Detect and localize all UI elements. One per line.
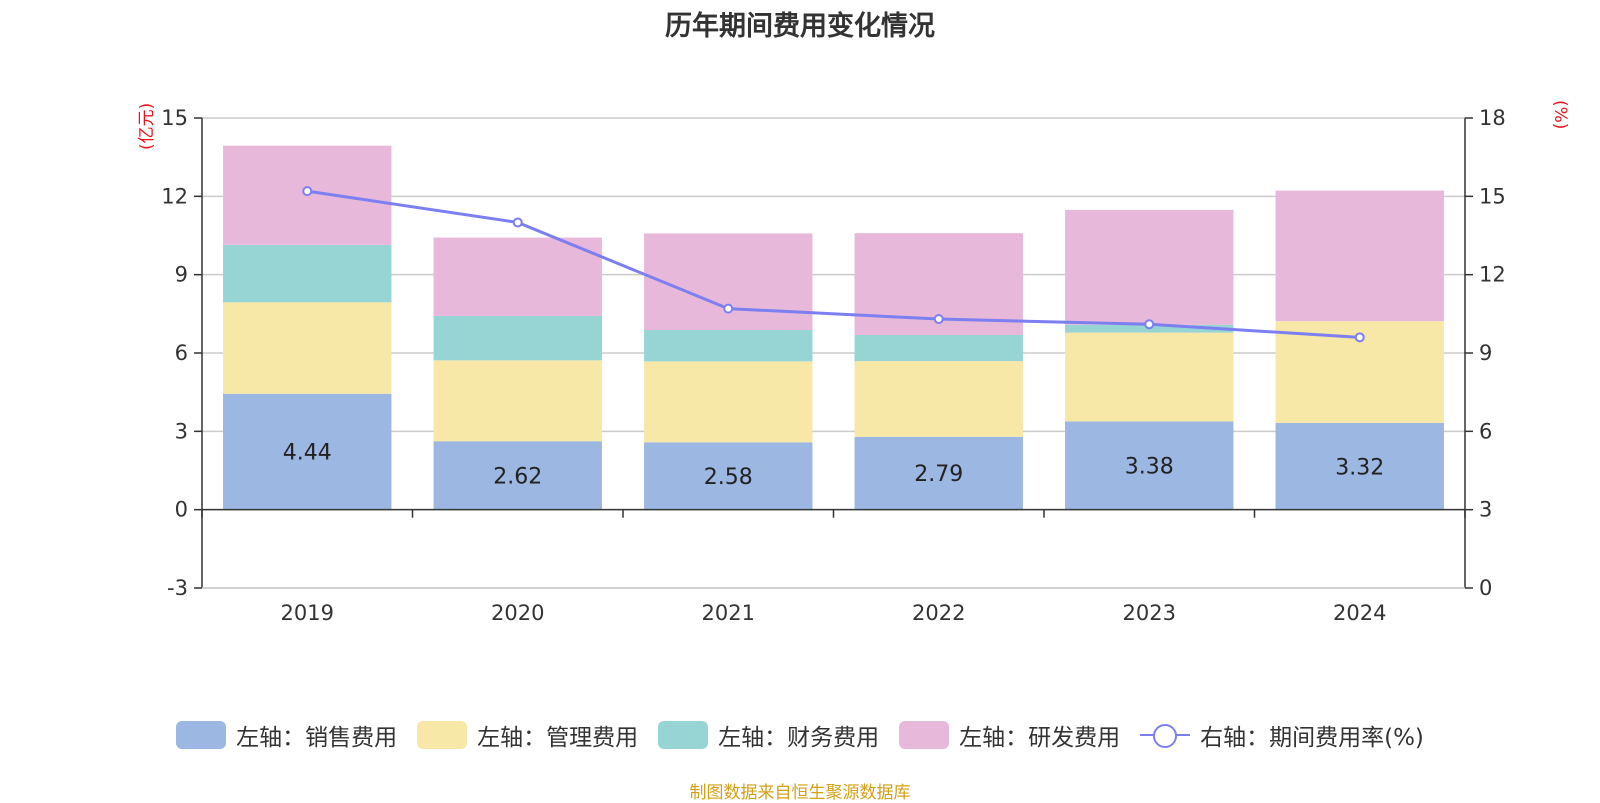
right-tick-label: 15 (1479, 184, 1506, 208)
expense-rate-point (1354, 332, 1365, 343)
right-tick-label: 0 (1479, 576, 1492, 600)
legend-item-rnd[interactable]: 左轴：研发费用 (899, 718, 1120, 752)
left-tick-label: 6 (175, 341, 188, 365)
legend-swatch-expense-rate (1140, 721, 1191, 749)
legend-label-admin: 左轴：管理费用 (477, 725, 639, 751)
bar-2020-s3 (433, 237, 602, 316)
left-tick-label: 12 (161, 184, 188, 208)
left-tick-label: 15 (161, 106, 188, 130)
legend-item-sales[interactable]: 左轴：销售费用 (176, 718, 397, 752)
legend-swatch-sales (176, 721, 227, 749)
expense-rate-point (1144, 319, 1155, 330)
legend-item-finance[interactable]: 左轴：财务费用 (658, 718, 879, 752)
bar-2019-s0 (223, 393, 392, 510)
right-tick-label: 12 (1479, 263, 1506, 287)
right-tick-label: 3 (1479, 498, 1492, 522)
x-tick-label: 2023 (1123, 601, 1176, 625)
data-source: 制图数据来自恒生聚源数据库 (689, 783, 911, 803)
bar-2019-s2 (223, 244, 392, 303)
legend-label-finance: 左轴：财务费用 (718, 725, 880, 751)
left-tick-label: 0 (175, 498, 188, 522)
expense-rate-point (302, 186, 313, 197)
bar-2023-s0 (1065, 421, 1234, 510)
bar-2024-s3 (1275, 190, 1444, 322)
expense-rate-point (723, 303, 734, 314)
bar-2021-s1 (644, 361, 813, 443)
bar-2021-s2 (644, 330, 813, 362)
legend: 左轴：销售费用 左轴：管理费用 左轴：财务费用 左轴：研发费用 右轴：期间费用率… (0, 718, 1600, 752)
expense-rate-point (933, 314, 944, 325)
chart-title: 历年期间费用变化情况 (665, 11, 935, 42)
bar-value-label: 2.79 (914, 462, 963, 487)
expense-rate-line (307, 189, 1360, 339)
left-tick-label: 3 (175, 419, 188, 443)
bar-2022-s1 (854, 361, 1023, 437)
legend-label-sales: 左轴：销售费用 (236, 725, 398, 751)
right-tick-label: 6 (1479, 419, 1492, 443)
bar-2020-s0 (433, 441, 602, 510)
legend-label-rnd: 左轴：研发费用 (959, 725, 1121, 751)
bar-2024-s0 (1275, 422, 1444, 510)
expense-rate-point (512, 217, 523, 228)
right-tick-label: 9 (1479, 341, 1492, 365)
bar-2019-s1 (223, 302, 392, 394)
bar-2021-s0 (644, 442, 813, 510)
legend-item-admin[interactable]: 左轴：管理费用 (417, 718, 638, 752)
x-tick-label: 2020 (491, 601, 544, 625)
legend-item-expense-rate[interactable]: 右轴：期间费用率(%) (1140, 718, 1424, 752)
legend-label-expense-rate: 右轴：期间费用率(%) (1200, 725, 1424, 751)
bar-2022-s2 (854, 334, 1023, 362)
legend-swatch-finance (658, 721, 709, 749)
bar-2022-s0 (854, 436, 1023, 510)
right-tick-label: 18 (1479, 106, 1506, 130)
legend-swatch-rnd (899, 721, 950, 749)
left-tick-label: -3 (167, 576, 188, 600)
bar-2023-s1 (1065, 332, 1234, 422)
bar-value-label: 2.62 (493, 464, 542, 489)
bar-value-label: 3.38 (1125, 455, 1174, 480)
bar-2020-s2 (433, 315, 602, 361)
bar-2020-s1 (433, 360, 602, 442)
x-tick-label: 2021 (702, 601, 755, 625)
bar-value-label: 2.58 (704, 465, 753, 490)
bar-value-label: 4.44 (283, 441, 332, 466)
bar-2021-s3 (644, 233, 813, 331)
bar-2023-s3 (1065, 209, 1234, 325)
left-tick-label: 9 (175, 263, 188, 287)
x-tick-label: 2019 (281, 601, 334, 625)
x-tick-label: 2022 (912, 601, 965, 625)
x-tick-label: 2024 (1333, 601, 1386, 625)
legend-swatch-admin (417, 721, 468, 749)
bar-value-label: 3.32 (1335, 455, 1384, 480)
